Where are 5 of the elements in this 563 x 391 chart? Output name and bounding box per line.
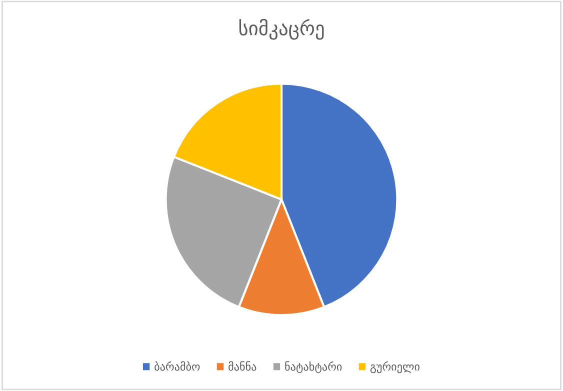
chart-title: სიმკაცრე xyxy=(239,18,324,40)
legend-label: გურიელი xyxy=(370,361,420,374)
legend-label: ბარამბო xyxy=(154,361,200,371)
legend-label: ნატახტარი xyxy=(285,361,342,374)
legend-label: მანნა xyxy=(228,361,256,371)
